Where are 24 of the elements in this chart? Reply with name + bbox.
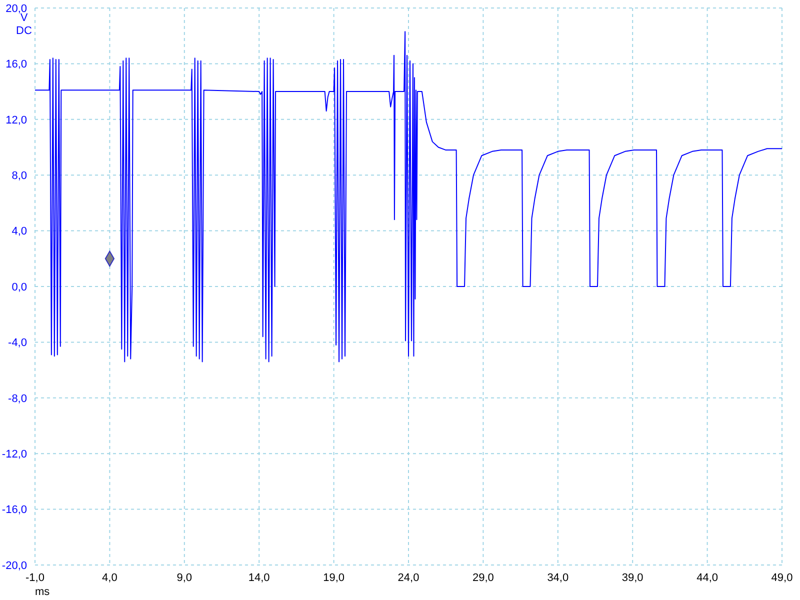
x-axis-title: ms: [35, 586, 50, 598]
x-tick-label: 4,0: [102, 572, 118, 584]
y-tick-label: 12,0: [6, 114, 27, 126]
x-tick-label: 39,0: [622, 572, 644, 584]
y-tick-label: 4,0: [12, 226, 27, 238]
x-tick-label: 19,0: [323, 572, 345, 584]
y-axis-title: V DC: [16, 12, 33, 38]
line-series: [35, 31, 782, 362]
x-tick-label: 34,0: [547, 572, 569, 584]
y-tick-label: -4,0: [8, 337, 27, 350]
x-tick-label: 9,0: [176, 572, 192, 584]
y-tick-label: -12,0: [2, 448, 27, 461]
x-tick-label: 29,0: [472, 572, 494, 584]
y-tick-label: -20,0: [2, 560, 27, 572]
y-tick-label: -8,0: [8, 392, 27, 405]
x-tick-label: 44,0: [696, 572, 718, 584]
y-tick-label: 0,0: [12, 281, 27, 294]
x-tick-label: 24,0: [398, 572, 420, 584]
x-tick-label: 14,0: [248, 572, 270, 584]
y-tick-label: -16,0: [2, 504, 27, 516]
y-tick-label: 16,0: [6, 58, 27, 71]
x-tick-label: -1,0: [26, 572, 44, 584]
y-tick-label: 8,0: [12, 170, 27, 182]
x-tick-label: 49,0: [771, 572, 793, 584]
